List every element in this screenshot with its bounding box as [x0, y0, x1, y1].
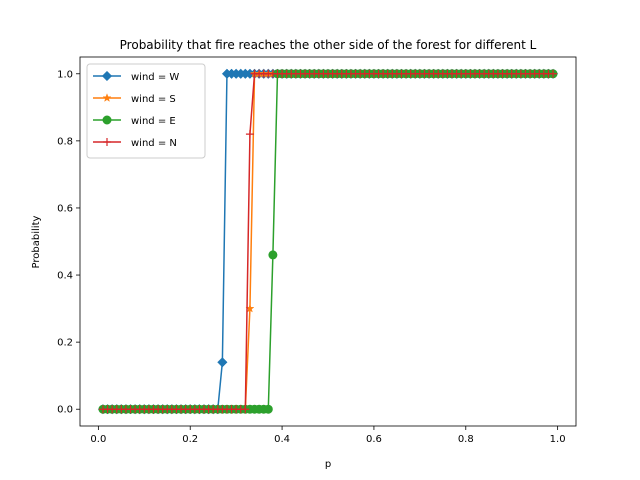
legend-item: wind = E [93, 115, 176, 127]
data-point [101, 70, 113, 82]
x-tick-label: 0.2 [182, 434, 198, 445]
y-tick-label: 0.0 [57, 405, 73, 416]
data-point [103, 138, 111, 146]
y-tick-label: 0.2 [57, 338, 73, 349]
series-windn [98, 69, 558, 414]
plot-frame [79, 56, 577, 427]
y-tick-label: 0.4 [57, 271, 73, 282]
x-axis: 0.0 0.2 0.4 0.6 0.8 1.0 [90, 426, 566, 445]
x-tick-label: 0.8 [458, 434, 474, 445]
legend-item: wind = W [93, 70, 179, 83]
legend-item: wind = S [93, 93, 176, 105]
legend-label: wind = W [131, 72, 179, 83]
legend-label: wind = E [131, 116, 176, 127]
x-axis-label: p [325, 459, 331, 470]
chart-title: Probability that fire reaches the other … [120, 38, 537, 52]
data-point [268, 250, 278, 260]
data-point [241, 405, 250, 414]
legend: wind = W wind = S wind = E wind = N [86, 63, 206, 159]
x-tick-label: 0.6 [366, 434, 382, 445]
y-tick-label: 0.8 [57, 136, 73, 147]
data-point [549, 69, 558, 78]
x-tick-label: 0.4 [274, 434, 290, 445]
y-axis: 0.0 0.2 0.4 0.6 0.8 1.0 [57, 69, 80, 416]
legend-label: wind = N [131, 138, 177, 149]
legend-box [86, 63, 206, 159]
data-point [217, 357, 228, 368]
y-tick-label: 1.0 [57, 69, 73, 80]
y-tick-label: 0.6 [57, 203, 73, 214]
x-tick-label: 1.0 [550, 434, 566, 445]
legend-item: wind = N [93, 138, 177, 149]
data-point [263, 404, 273, 414]
plot-area [97, 68, 559, 415]
x-tick-label: 0.0 [90, 434, 106, 445]
data-point [102, 115, 112, 125]
data-point [102, 93, 112, 102]
legend-label: wind = S [131, 94, 176, 105]
y-axis-label: Probability [31, 215, 42, 268]
data-point [245, 130, 254, 139]
